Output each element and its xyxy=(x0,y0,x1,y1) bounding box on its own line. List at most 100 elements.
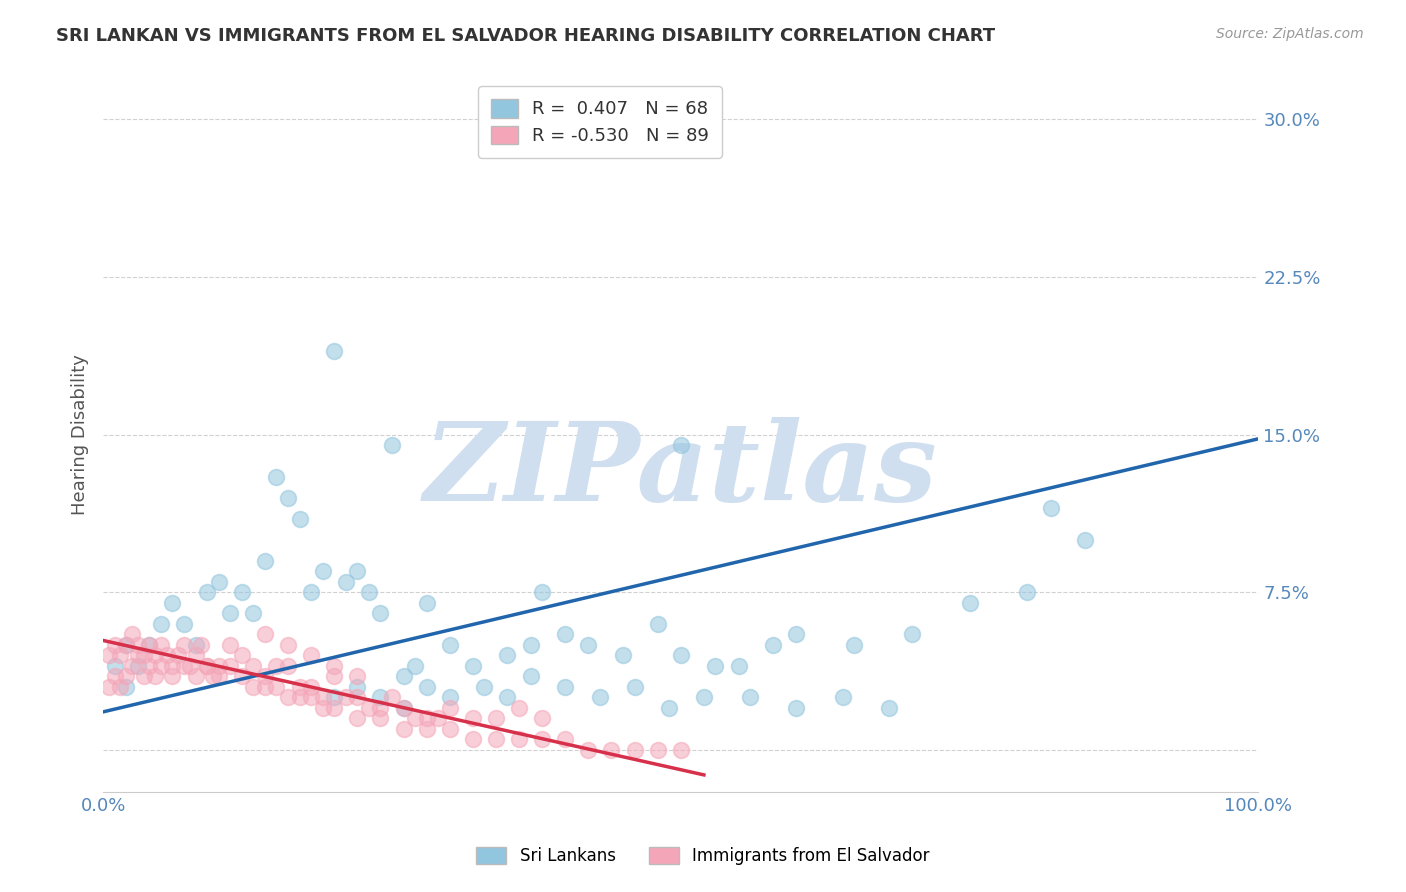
Point xyxy=(427,711,450,725)
Point xyxy=(831,690,853,705)
Point xyxy=(299,648,322,662)
Point xyxy=(370,690,392,705)
Point xyxy=(277,690,299,705)
Point xyxy=(370,711,392,725)
Point xyxy=(162,596,184,610)
Point xyxy=(508,700,530,714)
Point xyxy=(461,658,484,673)
Point xyxy=(576,638,599,652)
Point xyxy=(143,669,166,683)
Point xyxy=(253,553,276,567)
Point xyxy=(392,722,415,736)
Point xyxy=(299,585,322,599)
Point xyxy=(266,469,288,483)
Legend: Sri Lankans, Immigrants from El Salvador: Sri Lankans, Immigrants from El Salvador xyxy=(467,837,939,875)
Point xyxy=(323,658,346,673)
Point xyxy=(415,680,437,694)
Point xyxy=(242,680,264,694)
Point xyxy=(208,574,231,589)
Point xyxy=(519,669,541,683)
Text: SRI LANKAN VS IMMIGRANTS FROM EL SALVADOR HEARING DISABILITY CORRELATION CHART: SRI LANKAN VS IMMIGRANTS FROM EL SALVADO… xyxy=(56,27,995,45)
Point xyxy=(335,574,357,589)
Point xyxy=(138,658,160,673)
Point xyxy=(439,722,461,736)
Point xyxy=(762,638,785,652)
Point xyxy=(311,564,333,578)
Point xyxy=(877,700,900,714)
Point xyxy=(346,564,368,578)
Point xyxy=(266,680,288,694)
Text: ZIPatlas: ZIPatlas xyxy=(423,417,938,524)
Text: Source: ZipAtlas.com: Source: ZipAtlas.com xyxy=(1216,27,1364,41)
Point xyxy=(404,711,426,725)
Point xyxy=(97,648,120,662)
Point xyxy=(110,680,132,694)
Point xyxy=(167,648,190,662)
Point xyxy=(173,616,195,631)
Point xyxy=(554,627,576,641)
Point xyxy=(179,658,201,673)
Point xyxy=(959,596,981,610)
Point xyxy=(219,638,242,652)
Point xyxy=(162,669,184,683)
Point xyxy=(404,658,426,673)
Point xyxy=(461,711,484,725)
Point xyxy=(357,585,380,599)
Point xyxy=(647,742,669,756)
Point xyxy=(531,585,554,599)
Point xyxy=(288,511,311,525)
Point xyxy=(323,343,346,358)
Point xyxy=(115,680,138,694)
Point xyxy=(740,690,762,705)
Point xyxy=(288,690,311,705)
Point xyxy=(531,732,554,747)
Point xyxy=(1017,585,1039,599)
Point xyxy=(195,658,218,673)
Point xyxy=(149,638,172,652)
Point xyxy=(184,669,207,683)
Point xyxy=(97,680,120,694)
Point xyxy=(1039,501,1062,516)
Point xyxy=(576,742,599,756)
Point xyxy=(121,627,143,641)
Point xyxy=(127,648,149,662)
Point xyxy=(277,491,299,505)
Point xyxy=(496,690,519,705)
Point xyxy=(242,658,264,673)
Y-axis label: Hearing Disability: Hearing Disability xyxy=(72,354,89,515)
Point xyxy=(647,616,669,631)
Point xyxy=(277,658,299,673)
Point xyxy=(173,638,195,652)
Point xyxy=(623,742,645,756)
Point xyxy=(554,680,576,694)
Point xyxy=(127,638,149,652)
Point xyxy=(110,648,132,662)
Point xyxy=(439,700,461,714)
Point xyxy=(669,742,692,756)
Point xyxy=(554,732,576,747)
Point xyxy=(184,638,207,652)
Point xyxy=(208,669,231,683)
Point xyxy=(149,658,172,673)
Point xyxy=(346,680,368,694)
Point xyxy=(669,648,692,662)
Point xyxy=(143,648,166,662)
Point xyxy=(277,638,299,652)
Point xyxy=(162,658,184,673)
Point xyxy=(693,690,716,705)
Point xyxy=(156,648,179,662)
Point xyxy=(299,690,322,705)
Point xyxy=(323,690,346,705)
Point xyxy=(104,669,127,683)
Point xyxy=(219,658,242,673)
Point xyxy=(149,616,172,631)
Point xyxy=(474,680,496,694)
Point xyxy=(357,700,380,714)
Point xyxy=(519,638,541,652)
Point xyxy=(623,680,645,694)
Point xyxy=(195,658,218,673)
Point xyxy=(727,658,749,673)
Point xyxy=(392,669,415,683)
Point xyxy=(299,680,322,694)
Point xyxy=(439,690,461,705)
